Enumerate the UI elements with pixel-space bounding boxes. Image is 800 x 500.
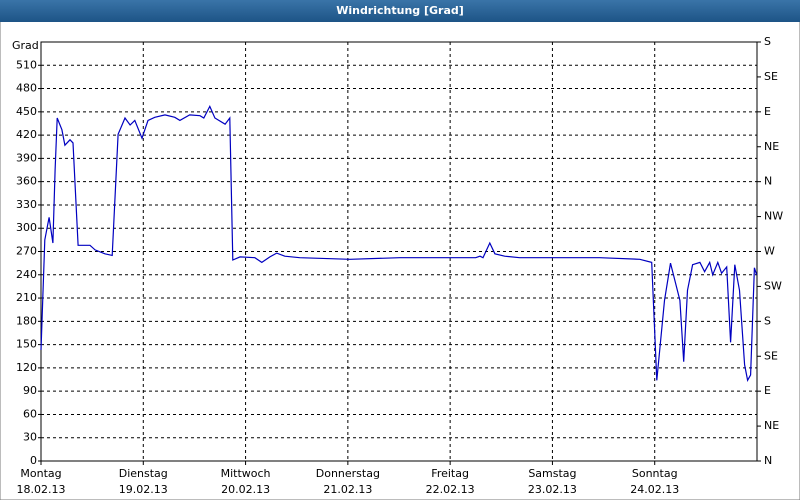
x-tick-label: Donnerstag (316, 467, 380, 480)
x-tick-label: Samstag (528, 467, 576, 480)
y2-tick-label: W (764, 245, 775, 258)
y2-tick-label: E (764, 384, 771, 397)
x-tick-label: Dienstag (119, 467, 168, 480)
data-line (40, 105, 758, 383)
y-tick-label: 30 (23, 431, 37, 444)
y2-tick-label: N (764, 175, 772, 188)
x-tick-date: 21.02.13 (323, 483, 372, 496)
chart-title: Windrichtung [Grad] (336, 4, 464, 17)
title-bar (0, 0, 800, 22)
x-tick-label: Montag (20, 467, 61, 480)
x-tick-date: 18.02.13 (17, 483, 66, 496)
y-tick-label: 240 (16, 268, 37, 281)
y-tick-label: 300 (16, 221, 37, 234)
y-axis-label: Grad (12, 39, 39, 52)
y-tick-label: 150 (16, 338, 37, 351)
y-tick-label: 360 (16, 175, 37, 188)
x-tick-date: 20.02.13 (221, 483, 270, 496)
x-tick-date: 24.02.13 (630, 483, 679, 496)
y2-tick-label: SW (764, 279, 782, 292)
y-tick-label: 180 (16, 314, 37, 327)
x-tick-date: 23.02.13 (528, 483, 577, 496)
x-tick-date: 19.02.13 (119, 483, 168, 496)
y-tick-label: 0 (30, 454, 37, 467)
y-tick-label: 480 (16, 82, 37, 95)
y-tick-label: 450 (16, 105, 37, 118)
y2-tick-label: S (764, 314, 771, 327)
y-tick-label: 390 (16, 151, 37, 164)
y2-tick-label: NW (764, 210, 783, 223)
x-tick-label: Freitag (431, 467, 469, 480)
y-tick-label: 510 (16, 58, 37, 71)
x-tick-date: 22.02.13 (426, 483, 475, 496)
y-tick-label: 90 (23, 384, 37, 397)
y2-tick-label: NE (764, 140, 779, 153)
y-tick-label: 270 (16, 245, 37, 258)
x-tick-label: Sonntag (632, 467, 678, 480)
x-tick-label: Mittwoch (221, 467, 271, 480)
y-tick-label: 420 (16, 128, 37, 141)
y-tick-label: 60 (23, 407, 37, 420)
y2-tick-label: NE (764, 419, 779, 432)
y-tick-label: 210 (16, 291, 37, 304)
y-tick-label: 120 (16, 361, 37, 374)
y2-tick-label: E (764, 105, 771, 118)
y2-tick-label: SE (764, 70, 778, 83)
y2-tick-label: SE (764, 349, 778, 362)
y2-tick-label: N (764, 454, 772, 467)
y2-tick-label: S (764, 35, 771, 48)
y-tick-label: 330 (16, 198, 37, 211)
